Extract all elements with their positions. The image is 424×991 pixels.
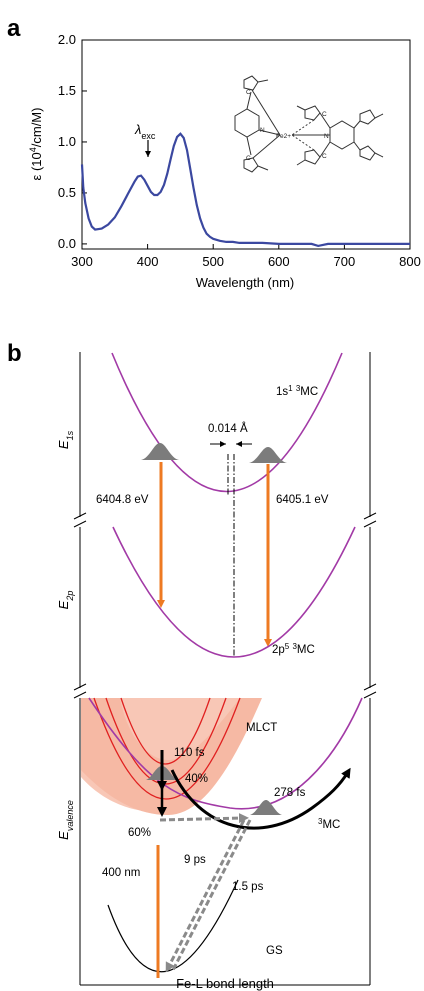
absorption-series-line xyxy=(80,132,410,248)
svg-text:N: N xyxy=(324,133,329,140)
mlct-line-3 xyxy=(120,697,211,765)
energy-left-label: 6404.8 eV xyxy=(96,494,149,506)
t15-label: 1.5 ps xyxy=(232,881,264,893)
t110-label: 110 fs xyxy=(174,747,205,759)
e2p-axis-label: E2p xyxy=(56,591,75,610)
x-tick-label-0: 300 xyxy=(71,254,93,269)
x-axis-label: Wavelength (nm) xyxy=(196,275,295,290)
x-tick-label-3: 600 xyxy=(268,254,290,269)
1s-3mc-parabola xyxy=(111,352,343,493)
x-tick-label-2: 500 xyxy=(202,254,224,269)
gs-label: GS xyxy=(266,945,283,957)
svg-text:C: C xyxy=(322,111,327,118)
mlct-line-2 xyxy=(93,697,241,800)
spectrum-chart: 300 400 500 600 700 800 0.0 0.5 1.0 1.5 2.0 Wavele… xyxy=(28,32,421,290)
valence-3mc-curve xyxy=(88,697,363,810)
y-tick-label-2: 1.0 xyxy=(58,134,76,149)
decay-arrow-9ps xyxy=(159,813,249,824)
400nm-label: 400 nm xyxy=(102,867,140,879)
plot-frame xyxy=(81,39,411,250)
panel-b-letter: b xyxy=(7,340,22,367)
p40-label: 40% xyxy=(185,773,208,785)
svg-text:Fe2+: Fe2+ xyxy=(276,133,291,140)
3mc-label: 3MC xyxy=(318,817,340,832)
decay-arrow-1p5ps-b xyxy=(170,819,252,973)
e1s-axis-label: E1s xyxy=(56,430,75,449)
energy-diagram: E1s E2p Evalence 0.014 Å 1s1 3MC 6404.8 … xyxy=(56,352,377,991)
axis-break-marks xyxy=(73,512,377,699)
x-axis-label-b: Fe-L bond length xyxy=(176,976,274,991)
x-tick-label-5: 800 xyxy=(399,254,421,269)
y-tick-label-3: 1.5 xyxy=(58,83,76,98)
y-tick-label-1: 0.5 xyxy=(58,185,76,200)
svg-text:N: N xyxy=(260,127,265,134)
wavepacket-left-1s xyxy=(141,443,179,460)
relax-arrow-278fs xyxy=(170,767,351,830)
t278-label: 278 fs xyxy=(274,787,306,799)
molecule-atom-labels: Fe2+ N C C N C C xyxy=(246,89,329,162)
state-2p-3mc-label: 2p5 3MC xyxy=(272,642,315,657)
svg-text:C: C xyxy=(246,155,251,162)
axis-ticks xyxy=(81,39,411,249)
evalence-axis-label: Evalence xyxy=(56,800,75,840)
p60-label: 60% xyxy=(128,827,151,839)
2p-3mc-parabola xyxy=(112,526,356,658)
panel-a-letter: a xyxy=(7,15,21,42)
wavepacket-3mc xyxy=(250,800,282,815)
tick-labels: 300 400 500 600 700 800 0.0 0.5 1.0 1.5 2.0 xyxy=(58,32,421,269)
state-1s-3mc-label: 1s1 3MC xyxy=(276,384,318,399)
molecule-structure-inset xyxy=(234,75,384,173)
svg-text:C: C xyxy=(246,89,251,96)
mlct-band-wide xyxy=(81,698,262,815)
x-tick-label-1: 400 xyxy=(137,254,159,269)
decay-arrow-1p5ps-a xyxy=(165,819,246,973)
energy-right-label: 6405.1 eV xyxy=(276,494,329,506)
x-tick-label-4: 700 xyxy=(334,254,356,269)
wavepacket-right-1s xyxy=(249,447,287,463)
shift-label: 0.014 Å xyxy=(208,422,248,435)
svg-text:C: C xyxy=(322,153,327,160)
y-tick-label-0: 0.0 xyxy=(58,236,76,251)
t9-label: 9 ps xyxy=(184,854,206,866)
mlct-label: MLCT xyxy=(246,722,277,734)
lambda-exc-label: λexc xyxy=(134,122,156,141)
y-tick-label-4: 2.0 xyxy=(58,32,76,47)
y-axis-label: ε (104/cm/M) xyxy=(28,108,44,181)
